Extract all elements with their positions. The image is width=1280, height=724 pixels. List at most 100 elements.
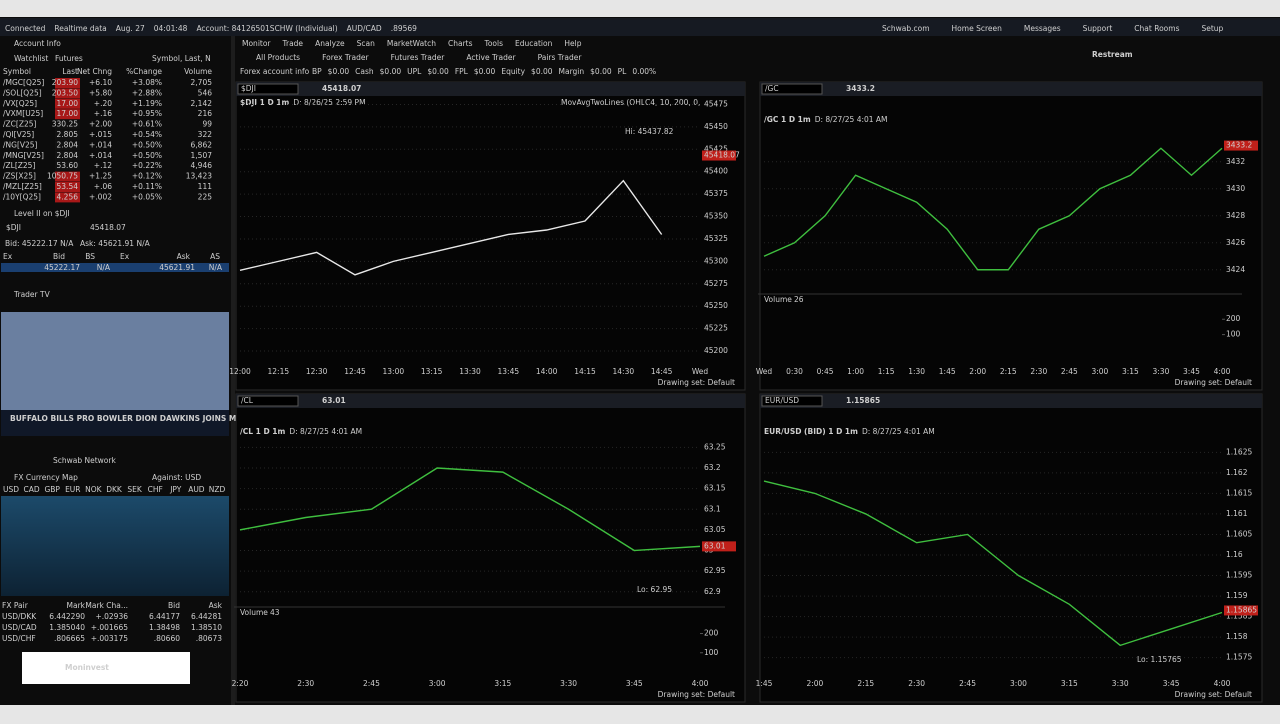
y-tick-label: 1.1595 xyxy=(1226,571,1252,580)
symbol-input[interactable]: $DJI xyxy=(241,84,256,93)
drawing-set[interactable]: Drawing set: Default xyxy=(658,378,735,387)
status-item: AUD/CAD xyxy=(347,24,382,33)
fx-cell: USD/CHF xyxy=(2,634,36,643)
level2-cell: 45621.91 xyxy=(159,263,195,272)
account-field: $0.00 xyxy=(531,67,553,76)
last-cell xyxy=(55,171,80,182)
watchlist-cell: 1050.75 xyxy=(47,172,78,181)
volume-label: Volume xyxy=(240,608,268,617)
menu-tab[interactable]: Analyze xyxy=(315,39,345,48)
currency-code: GBP xyxy=(44,485,60,494)
column-header: Ask xyxy=(177,252,191,261)
top-link[interactable]: Chat Rooms xyxy=(1134,24,1179,33)
watchlist-cell: +0.54% xyxy=(132,130,162,139)
drawing-set[interactable]: Drawing set: Default xyxy=(1175,690,1252,699)
symbol-box[interactable] xyxy=(761,395,823,407)
symbol-input[interactable]: /CL xyxy=(241,396,254,405)
drawing-set[interactable]: Drawing set: Default xyxy=(1175,378,1252,387)
top-link[interactable]: Schwab.com xyxy=(882,24,930,33)
sub-tab[interactable]: Active Trader xyxy=(466,53,516,62)
watchlist-cell: +6.10 xyxy=(89,78,112,87)
sub-tab[interactable]: Pairs Trader xyxy=(538,53,583,62)
menu-tab[interactable]: MarketWatch xyxy=(387,39,436,48)
menu-tab[interactable]: Charts xyxy=(448,39,473,48)
y-tick-label: 1.161 xyxy=(1226,509,1248,518)
column-header: Volume xyxy=(184,67,212,76)
sub-tab[interactable]: Forex Trader xyxy=(322,53,369,62)
level2-symbol: $DJI xyxy=(6,223,21,232)
x-tick-label: 3:00 xyxy=(1010,679,1027,688)
symbol-box[interactable] xyxy=(761,83,823,95)
watchlist-cell[interactable]: /ZL[Z25] xyxy=(3,161,35,170)
top-link[interactable]: Support xyxy=(1083,24,1113,33)
top-link[interactable]: Setup xyxy=(1201,24,1223,33)
symbol-box[interactable] xyxy=(237,83,299,95)
column-header: Mark xyxy=(67,601,86,610)
symbol-box[interactable] xyxy=(237,395,299,407)
chart-panel xyxy=(759,81,1263,391)
overlay-logo: Restream xyxy=(1092,50,1133,59)
watchlist-cell[interactable]: /MGC[Q25] xyxy=(3,78,44,87)
watchlist-cell[interactable]: /QI[V25] xyxy=(3,130,34,139)
price-line xyxy=(763,147,1223,271)
account-field: $0.00 xyxy=(474,67,496,76)
watchlist-cell[interactable]: /SOL[Q25] xyxy=(3,88,42,97)
watchlist-cell[interactable]: /ZC[Z25] xyxy=(3,120,37,129)
top-link[interactable]: Messages xyxy=(1024,24,1061,33)
channel-name[interactable]: Schwab Network xyxy=(53,456,116,465)
watchlist-cell[interactable]: /ZS[X25] xyxy=(3,172,36,181)
column-header: Last xyxy=(62,67,78,76)
symbol-input[interactable]: EUR/USD xyxy=(765,396,799,405)
panel-title: Account Info xyxy=(14,39,61,48)
watchlist-cell: +0.95% xyxy=(132,109,162,118)
watchlist-cell[interactable]: /MZL[Z25] xyxy=(3,182,42,191)
menu-tab[interactable]: Help xyxy=(564,39,581,48)
last-cell xyxy=(55,161,80,172)
x-tick-label: Wed xyxy=(756,367,773,376)
y-tick-label: 62.95 xyxy=(704,566,726,575)
fx-cell: USD/CAD xyxy=(2,623,37,632)
fx-cell: USD/DKK xyxy=(2,612,37,621)
menu-tab[interactable]: Education xyxy=(515,39,553,48)
chart-info: D: 8/27/25 4:01 AM xyxy=(862,427,935,436)
currency-code: AUD xyxy=(188,485,205,494)
symbol-search[interactable]: Symbol, Last, N xyxy=(152,54,211,63)
watchlist-cell[interactable]: /10Y[Q25] xyxy=(3,192,41,201)
watchlist-cell: 1,507 xyxy=(191,151,213,160)
watchlist-cell: 2.805 xyxy=(57,130,79,139)
currency-code: EUR xyxy=(65,485,80,494)
currency-code: DKK xyxy=(106,485,123,494)
sub-tab[interactable]: All Products xyxy=(256,53,300,62)
currency-code: NOK xyxy=(85,485,103,494)
menu-tab[interactable]: Trade xyxy=(282,39,304,48)
y-tick-label: 63.25 xyxy=(704,442,726,451)
account-field: $0.00 xyxy=(427,67,449,76)
y-tick-label: 45475 xyxy=(704,99,728,108)
watchlist-cell[interactable]: /VX[Q25] xyxy=(3,99,37,108)
study-label: MovAvgTwoLines (OHLC4, 10, 200, 0, xyxy=(561,98,700,107)
watchlist-cell: +3.08% xyxy=(132,78,162,87)
volume-tick-label: 200 xyxy=(1226,314,1241,323)
chart-title: EUR/USD (BID) 1 D 1m xyxy=(764,427,858,436)
menu-tab[interactable]: Scan xyxy=(357,39,375,48)
symbol-input[interactable]: /GC xyxy=(765,84,779,93)
status-item: .89569 xyxy=(391,24,417,33)
sub-tab[interactable]: Futures Trader xyxy=(391,53,446,62)
drawing-set[interactable]: Drawing set: Default xyxy=(658,690,735,699)
x-tick-label: 14:45 xyxy=(651,367,673,376)
watchlist-cell[interactable]: /NG[V25] xyxy=(3,140,38,149)
video-caption: BUFFALO BILLS PRO BOWLER DION DAWKINS JO… xyxy=(10,414,310,423)
x-tick-label: 13:30 xyxy=(459,367,481,376)
x-tick-label: 0:45 xyxy=(817,367,834,376)
x-tick-label: 2:30 xyxy=(1030,367,1047,376)
y-tick-label: 1.162 xyxy=(1226,468,1248,477)
menu-tab[interactable]: Tools xyxy=(484,39,504,48)
watchlist-cell[interactable]: /VXM[U25] xyxy=(3,109,43,118)
watchlist-name[interactable]: Futures xyxy=(55,54,83,63)
price-line xyxy=(239,179,663,276)
panel-title: Watchlist xyxy=(14,54,48,63)
watchlist-cell[interactable]: /MNG[V25] xyxy=(3,151,44,160)
account-field: BP xyxy=(312,67,322,76)
top-link[interactable]: Home Screen xyxy=(952,24,1003,33)
menu-tab[interactable]: Monitor xyxy=(242,39,271,48)
